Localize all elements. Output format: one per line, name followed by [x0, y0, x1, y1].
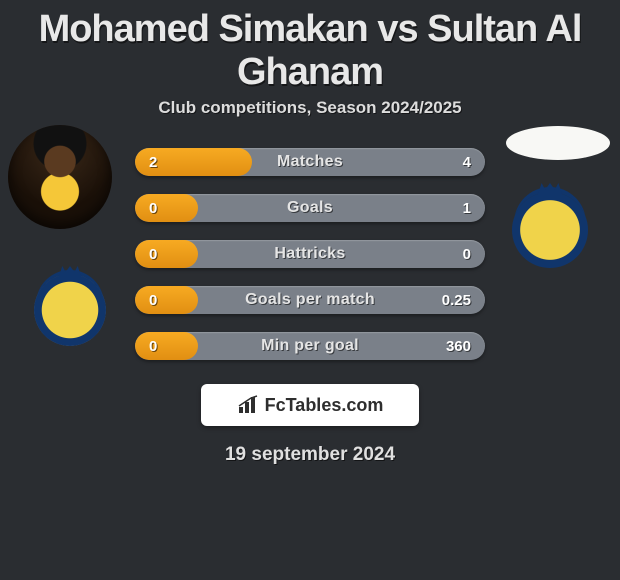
- stat-label: Goals per match: [245, 291, 375, 309]
- stat-left-value: 2: [149, 154, 157, 171]
- stat-right-value: 4: [463, 154, 471, 171]
- stat-left-value: 0: [149, 200, 157, 217]
- player1-photo: [8, 125, 112, 229]
- stat-left-value: 0: [149, 292, 157, 309]
- source-label: FcTables.com: [265, 395, 384, 416]
- stat-label: Hattricks: [274, 245, 345, 263]
- subtitle: Club competitions, Season 2024/2025: [0, 98, 620, 118]
- stat-label: Min per goal: [261, 337, 359, 355]
- stat-label: Matches: [277, 153, 343, 171]
- stat-left-value: 0: [149, 246, 157, 263]
- stat-fill: [135, 286, 198, 314]
- bar-chart-icon: [237, 395, 261, 415]
- stats-list: 2 Matches 4 0 Goals 1 0 Hattricks 0 0 Go…: [135, 148, 485, 360]
- stat-fill: [135, 332, 198, 360]
- stat-fill: [135, 194, 198, 222]
- player2-photo: [506, 126, 610, 160]
- stat-right-value: 0.25: [442, 292, 471, 309]
- stat-left-value: 0: [149, 338, 157, 355]
- stat-right-value: 0: [463, 246, 471, 263]
- date-label: 19 september 2024: [0, 444, 620, 466]
- stat-right-value: 1: [463, 200, 471, 217]
- stat-row-min-per-goal: 0 Min per goal 360: [135, 332, 485, 360]
- stat-fill: [135, 240, 198, 268]
- player1-club-logo: [20, 260, 120, 360]
- stat-row-goals: 0 Goals 1: [135, 194, 485, 222]
- stat-label: Goals: [287, 199, 333, 217]
- stat-row-hattricks: 0 Hattricks 0: [135, 240, 485, 268]
- stat-right-value: 360: [446, 338, 471, 355]
- player2-club-logo: [498, 178, 602, 282]
- stat-row-matches: 2 Matches 4: [135, 148, 485, 176]
- page-title: Mohamed Simakan vs Sultan Al Ghanam: [0, 0, 620, 98]
- stat-row-goals-per-match: 0 Goals per match 0.25: [135, 286, 485, 314]
- source-badge: FcTables.com: [201, 384, 419, 426]
